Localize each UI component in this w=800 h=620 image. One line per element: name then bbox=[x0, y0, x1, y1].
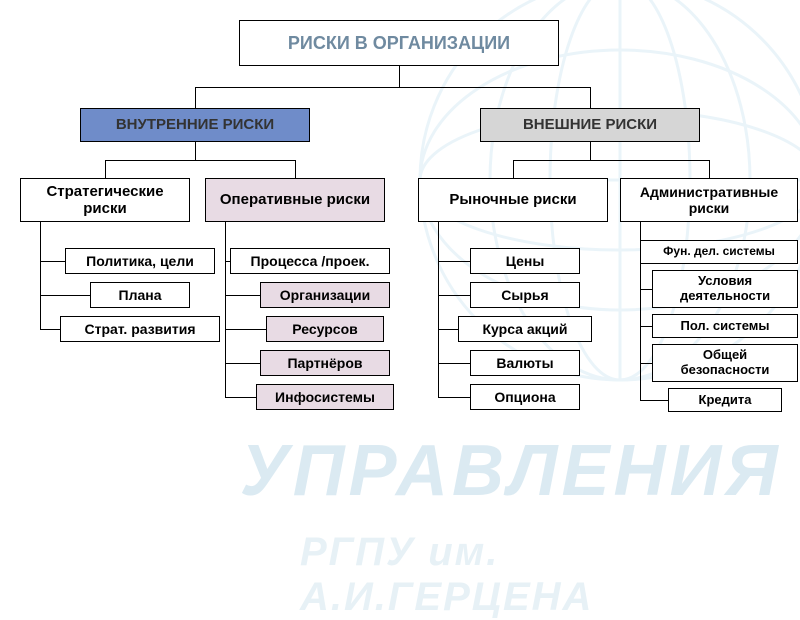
node-c1_2: Плана bbox=[90, 282, 190, 308]
connector bbox=[225, 397, 256, 398]
connector bbox=[225, 261, 230, 262]
connector bbox=[195, 87, 196, 108]
node-c1_3: Страт. развития bbox=[60, 316, 220, 342]
node-l1b: ВНЕШНИЕ РИСКИ bbox=[480, 108, 700, 142]
node-c4_1: Фун. дел. системы bbox=[640, 240, 798, 264]
connector bbox=[40, 329, 60, 330]
node-c2_3: Ресурсов bbox=[266, 316, 384, 342]
node-c1_1: Политика, цели bbox=[65, 248, 215, 274]
node-c4_3: Пол. системы bbox=[652, 314, 798, 338]
connector bbox=[513, 160, 709, 161]
node-root: РИСКИ В ОРГАНИЗАЦИИ bbox=[239, 20, 559, 66]
connector bbox=[225, 329, 266, 330]
connector bbox=[640, 363, 652, 364]
node-c3_2: Сырья bbox=[470, 282, 580, 308]
node-c1: Стратегические риски bbox=[20, 178, 190, 222]
connector bbox=[225, 363, 260, 364]
connector bbox=[195, 87, 590, 88]
connector bbox=[438, 261, 470, 262]
connector bbox=[40, 295, 90, 296]
connector bbox=[399, 66, 400, 87]
connector bbox=[640, 252, 641, 253]
node-c3_4: Валюты bbox=[470, 350, 580, 376]
connector bbox=[438, 295, 470, 296]
connector bbox=[195, 142, 196, 160]
node-c3_1: Цены bbox=[470, 248, 580, 274]
connector bbox=[709, 160, 710, 178]
connector bbox=[640, 326, 652, 327]
node-c2_2: Организации bbox=[260, 282, 390, 308]
diagram-stage: РИСКИ В ОРГАНИЗАЦИИ ВНУТРЕННИЕ РИСКИ ВНЕШН… bbox=[0, 0, 800, 600]
connector bbox=[640, 400, 668, 401]
node-c3_5: Опциона bbox=[470, 384, 580, 410]
node-c3_3: Курса акций bbox=[458, 316, 592, 342]
connector bbox=[295, 160, 296, 178]
node-c2_5: Инфосистемы bbox=[256, 384, 394, 410]
connector bbox=[513, 160, 514, 178]
connector bbox=[225, 222, 226, 397]
connector bbox=[438, 329, 458, 330]
node-c2_4: Партнёров bbox=[260, 350, 390, 376]
connector bbox=[105, 160, 106, 178]
connector bbox=[40, 261, 65, 262]
node-c4_2: Условия деятельности bbox=[652, 270, 798, 308]
node-c4: Административные риски bbox=[620, 178, 798, 222]
connector bbox=[640, 222, 641, 400]
connector bbox=[438, 222, 439, 397]
connector bbox=[438, 363, 470, 364]
node-c2: Оперативные риски bbox=[205, 178, 385, 222]
node-c4_4: Общей безопасности bbox=[652, 344, 798, 382]
node-c2_1: Процесса /проек. bbox=[230, 248, 390, 274]
node-c3: Рыночные риски bbox=[418, 178, 608, 222]
connector bbox=[40, 222, 41, 329]
node-c4_5: Кредита bbox=[668, 388, 782, 412]
connector bbox=[590, 142, 591, 160]
connector bbox=[640, 289, 652, 290]
node-l1a: ВНУТРЕННИЕ РИСКИ bbox=[80, 108, 310, 142]
connector bbox=[225, 295, 260, 296]
connector bbox=[105, 160, 295, 161]
connector bbox=[438, 397, 470, 398]
connector bbox=[590, 87, 591, 108]
